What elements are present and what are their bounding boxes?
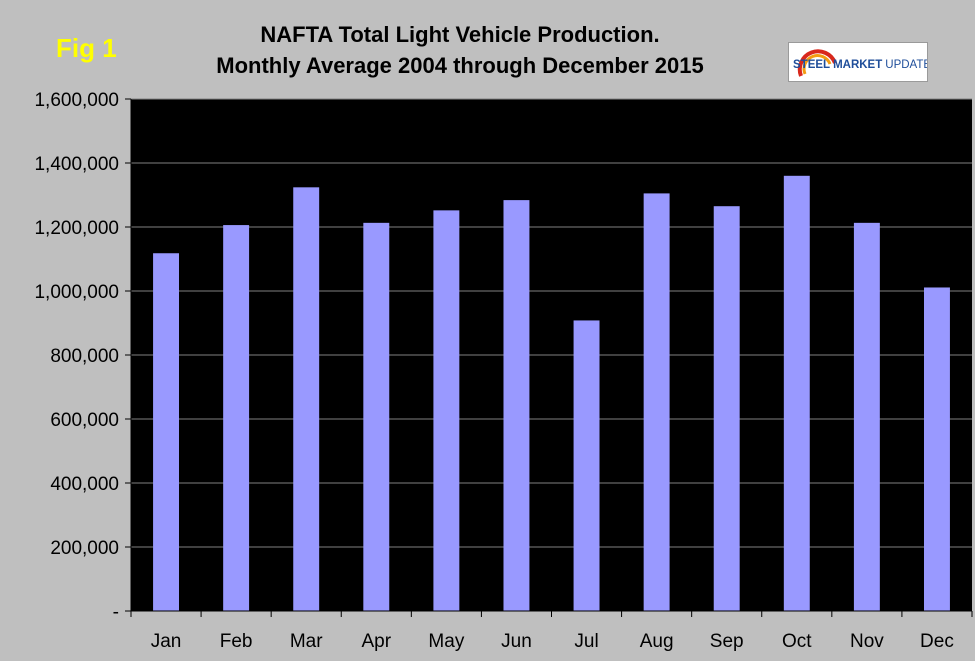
x-tick-label: Apr [362, 631, 392, 652]
y-tick-label: 1,600,000 [34, 90, 119, 111]
steel-market-update-logo: STEEL MARKET UPDATE [788, 42, 928, 82]
x-tick-label: Jan [151, 631, 182, 652]
x-tick-label: Nov [850, 631, 884, 652]
logo-suffix-text: UPDATE [885, 59, 927, 71]
bar-dec [923, 287, 950, 611]
bar-jul [573, 320, 600, 611]
logo-swoosh-orange-icon [802, 54, 832, 75]
bar-jan [153, 253, 180, 612]
y-tick-label: 400,000 [50, 474, 119, 495]
y-tick-label: 600,000 [50, 410, 119, 431]
figure-label: Fig 1 [56, 33, 117, 63]
x-tick-label: Jul [574, 631, 598, 652]
logo-name-text: MARKET [833, 59, 882, 71]
y-tick-label: - [113, 602, 119, 623]
logo-wordmark: STEEL MARKET UPDATE [793, 59, 927, 71]
y-axis: - 200,000 400,000 600,000 800,000 1,000,000 1,… [34, 90, 132, 623]
gridlines [131, 98, 972, 548]
bar-apr [363, 222, 390, 611]
x-tick-label: Jun [501, 631, 532, 652]
bar-aug [643, 193, 670, 611]
x-tick-label: Mar [290, 631, 323, 652]
y-tick-label: 200,000 [50, 538, 119, 559]
bar-mar [293, 187, 320, 611]
logo-brand-text: STEEL [793, 59, 830, 71]
x-tick-label: Sep [710, 631, 744, 652]
y-tick-label: 1,000,000 [34, 282, 119, 303]
bar-sep [713, 206, 740, 611]
bar-nov [853, 222, 880, 611]
bar-may [433, 210, 460, 612]
x-tick-label: Feb [220, 631, 253, 652]
logo-graphic: STEEL MARKET UPDATE [793, 49, 927, 77]
bar-jun [503, 200, 530, 611]
bar-oct [783, 175, 810, 612]
y-tick-label: 1,200,000 [34, 218, 119, 239]
logo-swoosh-red-icon [797, 49, 837, 77]
x-axis: Jan Feb Mar Apr May Jun Jul Aug Sep Oct Nov Dec [130, 610, 973, 652]
x-tick-label: May [428, 631, 464, 652]
x-tick-label: Dec [920, 631, 954, 652]
bars [153, 175, 950, 612]
y-tick-label: 800,000 [50, 346, 119, 367]
y-tick-label: 1,400,000 [34, 154, 119, 175]
chart-subtitle: Monthly Average 2004 through December 20… [216, 53, 704, 78]
chart-title: NAFTA Total Light Vehicle Production. [260, 22, 660, 47]
x-tick-label: Aug [640, 631, 674, 652]
x-tick-label: Oct [782, 631, 812, 652]
bar-feb [223, 225, 250, 611]
